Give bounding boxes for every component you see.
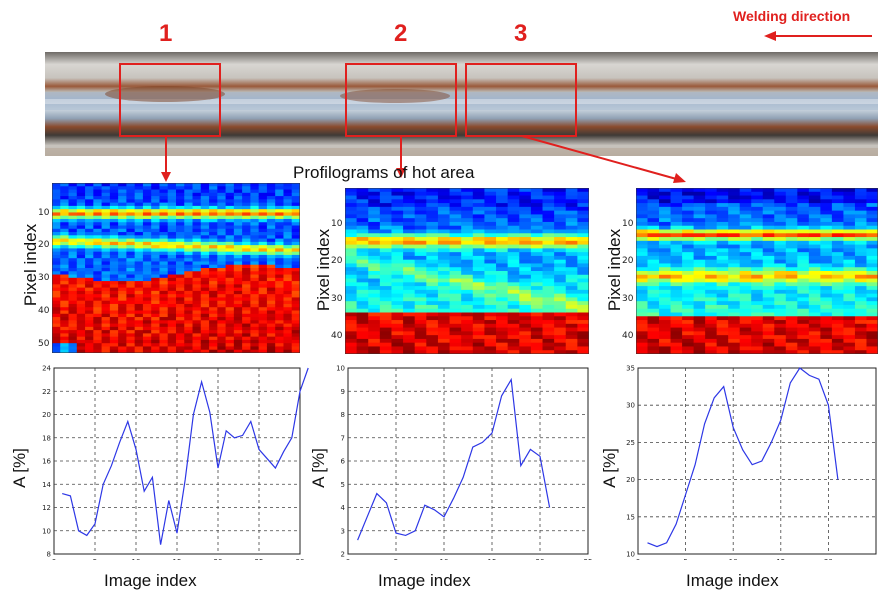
welding-direction-label: Welding direction (733, 8, 851, 24)
line-chart-2: 0 5 10 15 20 25 2 3 4 5 6 7 8 9 10 (336, 365, 593, 561)
pixel-axis-label-2: Pixel index (314, 228, 333, 312)
y-tick-label: 20 (626, 476, 635, 484)
x-tick-label: 5 (93, 558, 97, 560)
region-box-2 (345, 63, 457, 137)
x-tick-label: 20 (824, 558, 833, 560)
hm2-ytick-40: 40 (331, 331, 343, 341)
y-tick-label: 7 (341, 434, 345, 442)
y-tick-label: 30 (626, 402, 635, 410)
y-tick-label: 4 (341, 504, 346, 512)
y-tick-label: 12 (42, 504, 51, 512)
series-line (647, 367, 839, 548)
heatmap-3 (636, 188, 878, 354)
y-tick-label: 20 (42, 411, 51, 419)
y-tick-label: 10 (336, 365, 345, 373)
x-tick-label: 30 (296, 558, 305, 560)
amplitude-axis-label-2: A [%] (309, 448, 328, 488)
weld-label-2: 2 (394, 20, 408, 47)
x-tick-label: 0 (636, 558, 640, 560)
x-tick-label: 10 (440, 558, 449, 560)
x-tick-label: 5 (683, 558, 687, 560)
x-tick-label: 0 (52, 558, 56, 560)
image-axis-label-1: Image index (104, 571, 197, 590)
heatmap-1 (52, 183, 300, 353)
hm1-ytick-10: 10 (38, 208, 50, 218)
x-tick-label: 10 (132, 558, 141, 560)
y-tick-label: 35 (626, 365, 635, 373)
y-tick-label: 22 (42, 388, 51, 396)
weld-label-1: 1 (159, 20, 173, 47)
profilograms-title: Profilograms of hot area (293, 163, 475, 182)
plot-area (637, 367, 877, 555)
x-tick-label: 15 (173, 558, 182, 560)
y-tick-label: 10 (42, 527, 51, 535)
x-tick-label: 20 (214, 558, 223, 560)
hm3-ytick-20: 20 (622, 256, 634, 266)
pixel-axis-label-1: Pixel index (21, 223, 40, 307)
x-tick-label: 20 (536, 558, 545, 560)
hm1-ytick-40: 40 (38, 306, 50, 316)
x-tick-label: 15 (488, 558, 497, 560)
y-tick-label: 16 (42, 458, 51, 466)
y-tick-label: 14 (42, 481, 51, 489)
pixel-axis-label-3: Pixel index (605, 228, 624, 312)
image-axis-label-3: Image index (686, 571, 779, 590)
hm2-ytick-10: 10 (331, 219, 343, 229)
heatmap-2 (345, 188, 589, 354)
hm1-ytick-50: 50 (38, 339, 50, 349)
hm3-ytick-30: 30 (622, 294, 634, 304)
weld-label-3: 3 (514, 20, 528, 47)
y-tick-label: 10 (626, 551, 635, 559)
amplitude-axis-label-3: A [%] (600, 448, 619, 488)
x-tick-label: 25 (584, 558, 593, 560)
series-line (62, 367, 309, 545)
region-box-1 (119, 63, 221, 137)
series-line (357, 377, 551, 541)
hm2-ytick-20: 20 (331, 256, 343, 266)
y-tick-label: 3 (341, 527, 345, 535)
y-tick-label: 5 (341, 481, 345, 489)
hm1-ytick-30: 30 (38, 273, 50, 283)
y-tick-label: 24 (42, 365, 51, 373)
x-tick-label: 25 (255, 558, 264, 560)
y-tick-label: 25 (626, 439, 635, 447)
annotation-overlay (119, 31, 872, 183)
x-tick-label: 0 (346, 558, 350, 560)
line-chart-3: 0 5 10 15 20 10 15 20 25 30 35 (626, 365, 877, 560)
y-tick-label: 8 (341, 411, 345, 419)
hm3-ytick-40: 40 (622, 331, 634, 341)
pointer-arrow-3 (521, 135, 681, 181)
x-tick-label: 10 (729, 558, 738, 560)
region-box-3 (465, 63, 577, 137)
x-tick-label: 5 (394, 558, 398, 560)
y-tick-label: 2 (341, 551, 345, 559)
hm3-ytick-10: 10 (622, 219, 634, 229)
image-axis-label-2: Image index (378, 571, 471, 590)
y-tick-label: 6 (341, 458, 346, 466)
y-tick-label: 9 (341, 388, 345, 396)
weld-photo (45, 52, 878, 156)
hm1-ytick-20: 20 (38, 240, 50, 250)
x-tick-label: 15 (776, 558, 785, 560)
amplitude-axis-label-1: A [%] (10, 448, 29, 488)
y-tick-label: 8 (47, 551, 51, 559)
y-tick-label: 15 (626, 513, 635, 521)
y-tick-label: 18 (42, 434, 51, 442)
hm2-ytick-30: 30 (331, 294, 343, 304)
line-chart-1: 0 5 10 15 20 25 30 8 10 12 14 16 18 20 22 24 (42, 365, 309, 560)
